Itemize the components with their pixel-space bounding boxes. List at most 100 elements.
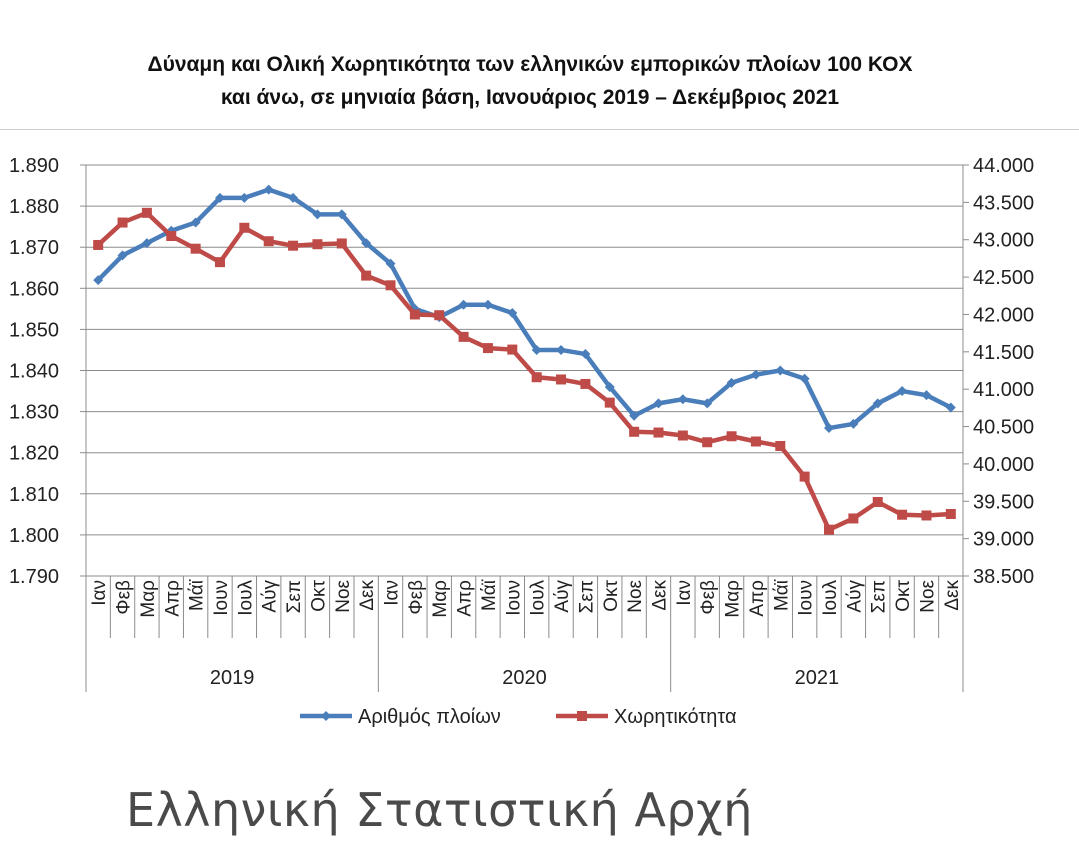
data-point <box>263 236 274 247</box>
data-point <box>531 344 542 355</box>
month-label: Ιουν <box>503 580 524 616</box>
left-tick-label: 1.880 <box>9 196 59 218</box>
data-point <box>824 524 835 535</box>
chart-title-line-2: και άνω, σε μηνιαία βάση, Ιανουάριος 201… <box>220 86 840 109</box>
right-axis-ticks: 38.500 39.000 39.500 40.000 40.500 41.000 41.5… <box>963 155 1034 588</box>
data-point <box>629 410 640 421</box>
month-label: Μαρ <box>138 580 159 618</box>
month-label: Μαρ <box>723 580 744 618</box>
data-point <box>507 307 518 318</box>
year-label: 2020 <box>502 667 547 689</box>
data-point <box>141 238 152 249</box>
data-point <box>945 508 956 519</box>
data-point <box>239 192 250 203</box>
footer-source: Ελληνική Στατιστική Αρχή <box>126 783 753 837</box>
data-point <box>897 509 908 520</box>
month-label: Απρ <box>747 580 768 617</box>
data-point <box>385 258 396 269</box>
data-point <box>556 374 567 385</box>
chart-title-line-1: Δύναμη και Ολική Χωρητικότητα των ελληνι… <box>147 53 913 76</box>
data-point <box>117 217 128 228</box>
data-point <box>409 309 420 320</box>
month-label: Ιαν <box>674 580 695 606</box>
month-label: Αύγ <box>844 580 865 613</box>
month-label: Φεβ <box>698 580 719 615</box>
data-point <box>556 344 567 355</box>
chart-top-border <box>0 129 1079 130</box>
legend: Αριθμός πλοίων Χωρητικότητα <box>300 706 737 728</box>
data-point <box>312 239 323 250</box>
series-group <box>93 184 956 535</box>
data-point <box>190 217 201 228</box>
line-chart: 1.790 1.800 1.810 1.820 1.830 1.840 1.850 1.860… <box>9 155 1034 728</box>
data-point <box>629 426 640 437</box>
data-point <box>775 440 786 451</box>
month-label: Φεβ <box>114 580 135 615</box>
data-point <box>945 402 956 413</box>
data-point <box>848 513 859 524</box>
data-point <box>750 369 761 380</box>
year-label: 2021 <box>795 667 840 689</box>
data-point <box>93 275 104 286</box>
left-tick-label: 1.840 <box>9 361 59 383</box>
series-line <box>96 210 951 532</box>
legend-label: Χωρητικότητα <box>614 706 737 728</box>
month-label: Οκτ <box>601 580 622 612</box>
month-label: Οκτ <box>308 580 329 612</box>
month-label: Μάϊ <box>479 579 500 611</box>
gridlines <box>86 164 963 577</box>
month-label: Αύγ <box>260 580 281 613</box>
left-tick-label: 1.790 <box>9 566 59 588</box>
right-tick-label: 41.000 <box>973 379 1034 401</box>
data-point <box>872 497 883 508</box>
month-label: Ιουλ <box>235 580 256 616</box>
month-label: Φεβ <box>406 580 427 615</box>
left-tick-label: 1.870 <box>9 237 59 259</box>
data-point <box>434 310 445 321</box>
right-tick-label: 38.500 <box>973 566 1034 588</box>
data-point <box>458 299 469 310</box>
data-point <box>653 398 664 409</box>
data-point <box>604 381 615 392</box>
data-point <box>726 377 737 388</box>
right-tick-label: 44.000 <box>973 155 1034 177</box>
data-point <box>361 270 372 281</box>
data-point <box>166 230 177 241</box>
data-point <box>288 240 299 251</box>
series-1 <box>93 184 956 434</box>
right-tick-label: 43.000 <box>973 230 1034 252</box>
data-point <box>921 390 932 401</box>
data-point <box>239 222 250 233</box>
data-point <box>507 344 518 355</box>
data-point <box>531 372 542 383</box>
month-label: Μαρ <box>430 580 451 618</box>
data-point <box>458 331 469 342</box>
left-tick-label: 1.860 <box>9 278 59 300</box>
data-point <box>117 250 128 261</box>
month-label: Σεπ <box>869 580 890 613</box>
data-point <box>775 365 786 376</box>
month-label: Ιουν <box>796 580 817 616</box>
right-tick-label: 41.500 <box>973 342 1034 364</box>
data-point <box>921 510 932 521</box>
data-point <box>190 243 201 254</box>
data-point <box>263 184 274 195</box>
legend-label: Αριθμός πλοίων <box>358 706 501 728</box>
data-point <box>799 373 810 384</box>
data-point <box>677 430 688 441</box>
chart-title: Δύναμη και Ολική Χωρητικότητα των ελληνι… <box>0 48 1060 114</box>
right-tick-label: 39.500 <box>973 491 1034 513</box>
data-point <box>824 423 835 434</box>
data-point <box>336 238 347 249</box>
month-label: Ιαν <box>89 580 110 606</box>
left-tick-label: 1.810 <box>9 484 59 506</box>
data-point <box>750 436 761 447</box>
month-label: Δεκ <box>357 580 378 611</box>
year-label: 2019 <box>210 667 255 689</box>
data-point <box>872 398 883 409</box>
month-label: Ιουλ <box>528 580 549 616</box>
data-point <box>653 427 664 438</box>
data-point <box>604 397 615 408</box>
month-label: Δεκ <box>942 580 963 611</box>
legend-marker <box>321 711 331 721</box>
